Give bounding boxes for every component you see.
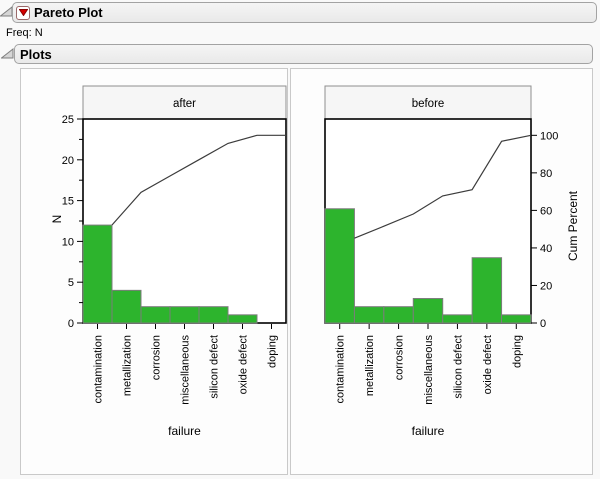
- x-tick-label[interactable]: contamination: [93, 335, 105, 404]
- x-tick-label[interactable]: corrosion: [394, 335, 406, 380]
- bar-contamination[interactable]: [82, 224, 113, 324]
- x-tick-label[interactable]: silicon defect: [209, 335, 221, 399]
- bar-miscellaneous[interactable]: [412, 298, 444, 324]
- x-tick-label[interactable]: corrosion: [151, 335, 163, 380]
- bar-oxide-defect[interactable]: [471, 257, 503, 324]
- y-axis-title[interactable]: N: [50, 215, 64, 224]
- x-axis-title[interactable]: failure: [168, 424, 201, 438]
- right-axis-title[interactable]: Cum Percent: [566, 190, 580, 261]
- y-tick-label: 10: [62, 236, 74, 248]
- x-tick-label[interactable]: doping: [267, 335, 279, 368]
- bar-oxide-defect[interactable]: [227, 314, 258, 324]
- disclosure-triangle-icon[interactable]: [1, 48, 14, 59]
- x-tick-label[interactable]: doping: [511, 335, 523, 368]
- plots-section-title: Plots: [20, 46, 52, 62]
- report-title: Pareto Plot: [34, 5, 103, 20]
- bar-corrosion[interactable]: [140, 306, 171, 324]
- x-tick-label[interactable]: miscellaneous: [423, 335, 435, 405]
- right-tick-label: 40: [540, 243, 552, 255]
- x-tick-label[interactable]: metallization: [364, 335, 376, 396]
- bar-metallization[interactable]: [111, 289, 142, 324]
- right-tick-label: 60: [540, 205, 552, 217]
- y-tick-label: 20: [62, 155, 74, 167]
- red-triangle-menu-icon[interactable]: [16, 5, 30, 20]
- cumulative-percent-line[interactable]: [111, 134, 286, 226]
- right-tick-label: 20: [540, 280, 552, 292]
- y-tick-label: 0: [68, 318, 74, 330]
- x-tick-label[interactable]: contamination: [335, 335, 347, 404]
- x-axis-title[interactable]: failure: [412, 424, 445, 438]
- freq-note: Freq: N: [6, 27, 43, 39]
- facet-header-box: [82, 85, 287, 120]
- y-tick-label: 15: [62, 196, 74, 208]
- right-tick-label: 100: [540, 130, 558, 142]
- pareto-plot-outline-header[interactable]: Pareto Plot: [12, 2, 597, 23]
- x-tick-label[interactable]: oxide defect: [482, 335, 494, 394]
- x-tick-label[interactable]: silicon defect: [452, 335, 464, 399]
- right-tick-label: 80: [540, 168, 552, 180]
- pareto-panel-before: before 0 20 40 60 80 100 Cum Percent contaminati…: [290, 68, 593, 475]
- facet-header-label: after: [173, 98, 196, 110]
- plots-outline-header[interactable]: Plots: [14, 44, 593, 64]
- plot-frame[interactable]: [82, 118, 287, 324]
- x-tick-label[interactable]: miscellaneous: [180, 335, 192, 405]
- x-tick-label[interactable]: metallization: [122, 335, 134, 396]
- pareto-chart-before[interactable]: before 0 20 40 60 80 100 Cum Percent contaminati…: [291, 69, 592, 474]
- right-tick-label: 0: [540, 318, 546, 330]
- bar-contamination[interactable]: [324, 208, 355, 324]
- y-tick-label: 25: [62, 114, 74, 126]
- bar-silicon-defect[interactable]: [198, 306, 229, 324]
- x-tick-label[interactable]: oxide defect: [238, 335, 250, 394]
- y-tick-label: 5: [68, 277, 74, 289]
- bar-corrosion[interactable]: [383, 306, 414, 324]
- facet-header-box: [324, 85, 532, 120]
- bar-silicon-defect[interactable]: [442, 314, 473, 324]
- bar-doping[interactable]: [501, 314, 532, 324]
- cumulative-percent-line[interactable]: [354, 134, 532, 239]
- facet-header-label: before: [412, 98, 445, 110]
- bar-miscellaneous[interactable]: [169, 306, 200, 324]
- bar-metallization[interactable]: [353, 306, 385, 324]
